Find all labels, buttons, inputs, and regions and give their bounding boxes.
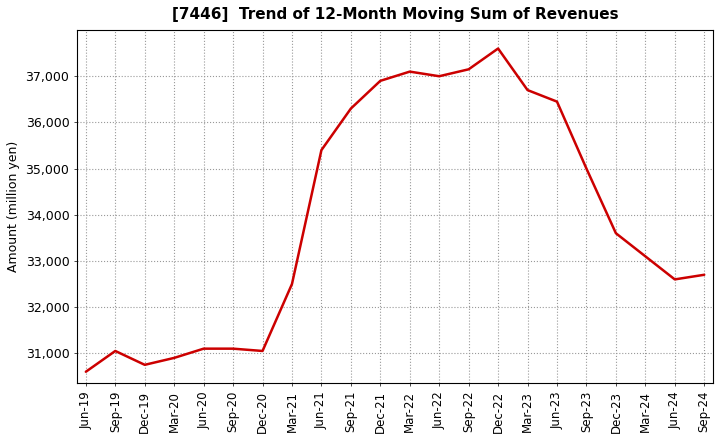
Y-axis label: Amount (million yen): Amount (million yen) <box>7 141 20 272</box>
Title: [7446]  Trend of 12-Month Moving Sum of Revenues: [7446] Trend of 12-Month Moving Sum of R… <box>172 7 618 22</box>
